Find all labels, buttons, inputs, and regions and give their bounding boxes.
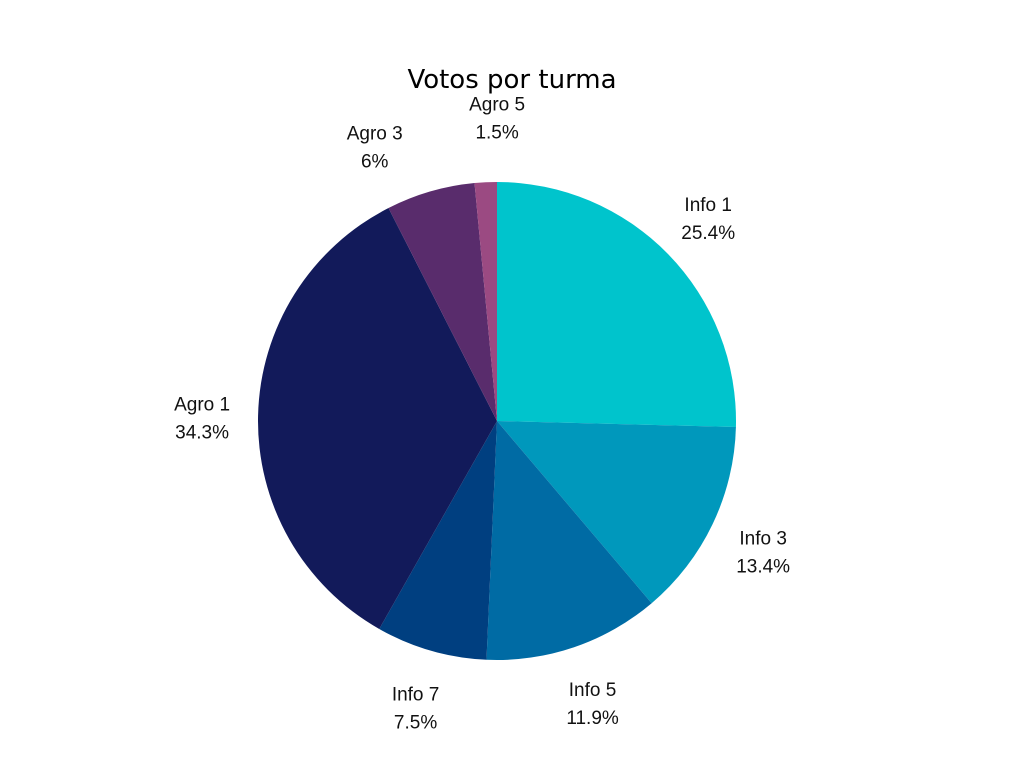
pie-slice-info-1 xyxy=(497,182,736,428)
slice-category-label: Agro 3 xyxy=(347,124,403,145)
slice-category-label: Agro 5 xyxy=(469,94,525,115)
slice-value-label: 6% xyxy=(361,152,389,173)
slice-value-label: 34.3% xyxy=(175,423,229,444)
slice-category-label: Info 7 xyxy=(392,685,440,706)
slice-value-label: 25.4% xyxy=(681,223,735,244)
pie-slice-agro-3 xyxy=(388,183,497,421)
pie-slice-info-3 xyxy=(497,421,736,604)
slice-value-label: 7.5% xyxy=(394,713,437,734)
slice-category-label: Info 5 xyxy=(569,680,617,701)
pie-slices xyxy=(257,182,736,660)
slice-value-label: 1.5% xyxy=(475,122,518,143)
slice-value-label: 13.4% xyxy=(736,556,790,577)
pie-slice-info-7 xyxy=(379,421,497,660)
pie-slice-agro-1 xyxy=(257,208,497,629)
pie-slice-agro-5 xyxy=(474,182,497,421)
slice-labels: Info 1 25.4% Info 3 13.4% Info 5 11.9% Info 7 7… xyxy=(174,94,790,733)
chart-title: Votos por turma xyxy=(407,65,616,95)
pie-slice-info-5 xyxy=(486,421,652,660)
slice-category-label: Agro 1 xyxy=(174,395,230,416)
slice-category-label: Info 3 xyxy=(739,528,787,549)
slice-value-label: 11.9% xyxy=(566,708,619,729)
slice-category-label: Info 1 xyxy=(684,195,732,216)
